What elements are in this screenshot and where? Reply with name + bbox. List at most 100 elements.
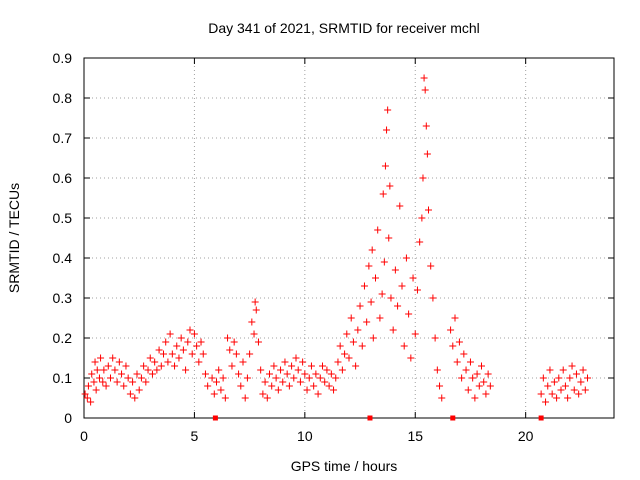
data-point	[99, 378, 107, 386]
data-point	[398, 282, 406, 290]
data-point	[228, 362, 236, 370]
gap-marker	[212, 415, 218, 421]
data-point	[263, 394, 271, 402]
data-point	[151, 358, 159, 366]
data-point	[111, 366, 119, 374]
data-point	[345, 354, 353, 362]
data-point	[394, 302, 402, 310]
data-point	[379, 190, 387, 198]
data-point	[550, 378, 558, 386]
data-point	[201, 370, 209, 378]
data-point	[383, 126, 391, 134]
data-point	[471, 394, 479, 402]
data-point	[173, 342, 181, 350]
data-point	[285, 382, 293, 390]
axis-ticks	[83, 57, 614, 419]
data-point	[416, 238, 424, 246]
data-point	[232, 350, 240, 358]
data-point	[175, 354, 183, 362]
data-point	[387, 294, 395, 302]
data-point	[312, 370, 320, 378]
data-point	[581, 386, 589, 394]
data-point	[407, 354, 415, 362]
data-point	[400, 342, 408, 350]
data-point	[436, 382, 444, 390]
data-point	[429, 294, 437, 302]
data-point	[90, 378, 98, 386]
data-point	[458, 374, 466, 382]
data-point	[226, 346, 234, 354]
data-point	[118, 370, 126, 378]
data-point	[199, 350, 207, 358]
data-point	[336, 342, 344, 350]
data-point	[389, 326, 397, 334]
data-point	[146, 354, 154, 362]
data-point	[177, 334, 185, 342]
data-point	[561, 382, 569, 390]
data-point	[213, 378, 220, 386]
data-point	[193, 342, 201, 350]
data-point	[171, 362, 179, 370]
data-point	[100, 366, 108, 374]
gap-marker	[367, 415, 373, 421]
data-point	[84, 382, 92, 390]
data-point	[301, 370, 309, 378]
data-point	[438, 394, 446, 402]
data-point	[482, 390, 490, 398]
data-point	[332, 374, 340, 382]
y-tick-label: 0.6	[53, 170, 73, 186]
data-point	[87, 398, 95, 406]
data-point	[137, 374, 145, 382]
data-point	[418, 214, 426, 222]
data-point	[478, 362, 485, 370]
data-point	[221, 394, 229, 402]
data-point	[570, 386, 578, 394]
data-point	[250, 330, 258, 338]
data-point	[553, 394, 561, 402]
data-point	[486, 382, 494, 390]
data-point	[243, 374, 251, 382]
data-point	[126, 390, 134, 398]
data-point	[564, 394, 572, 402]
data-point	[365, 262, 373, 270]
data-point	[391, 266, 399, 274]
data-point	[349, 338, 357, 346]
data-point	[484, 370, 492, 378]
data-point	[413, 286, 421, 294]
data-point	[307, 362, 315, 370]
data-points	[81, 74, 591, 406]
data-point	[288, 362, 296, 370]
data-point	[215, 366, 223, 374]
data-point	[292, 354, 300, 362]
data-point	[405, 310, 413, 318]
data-point	[473, 370, 481, 378]
x-tick-label: 5	[191, 428, 199, 444]
data-point	[367, 298, 375, 306]
data-point	[237, 382, 245, 390]
data-point	[102, 382, 110, 390]
data-point	[402, 254, 410, 262]
data-point	[464, 386, 472, 394]
data-point	[129, 378, 137, 386]
data-point	[184, 338, 192, 346]
gap-marker	[538, 415, 544, 421]
data-point	[384, 106, 392, 114]
data-point	[363, 318, 371, 326]
data-point	[419, 174, 427, 182]
data-point	[186, 326, 194, 334]
data-point	[144, 366, 152, 374]
data-point	[354, 326, 362, 334]
data-point	[310, 382, 318, 390]
data-point	[425, 206, 432, 214]
chart-title: Day 341 of 2021, SRMTID for receiver mch…	[208, 20, 480, 36]
data-point	[210, 390, 218, 398]
data-point	[577, 378, 585, 386]
data-point	[433, 366, 441, 374]
plot-frame	[83, 57, 615, 419]
gap-markers	[212, 415, 544, 421]
data-point	[142, 378, 150, 386]
data-point	[575, 390, 583, 398]
data-point	[341, 350, 349, 358]
data-point	[381, 162, 389, 170]
data-point	[160, 350, 167, 358]
